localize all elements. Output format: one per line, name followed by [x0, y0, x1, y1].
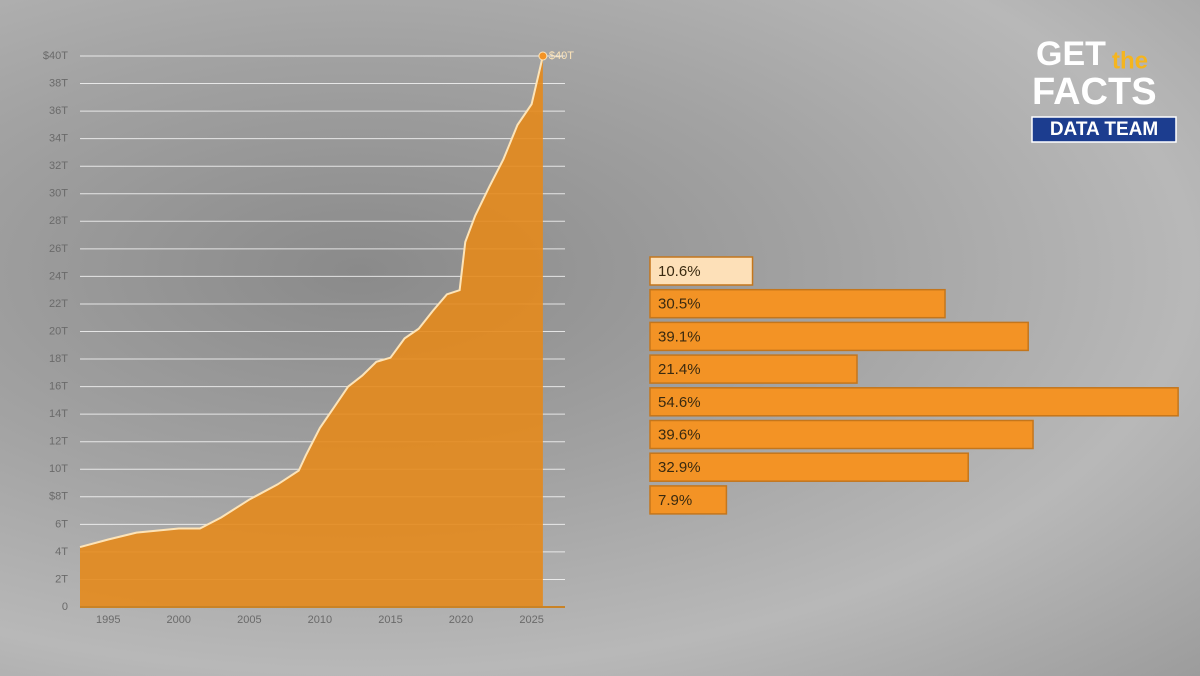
y-tick-label: 20T — [49, 325, 68, 337]
y-tick-label: 36T — [49, 105, 68, 117]
y-tick-label: $40T — [43, 50, 68, 62]
y-tick-label: 26T — [49, 243, 68, 255]
area — [80, 56, 543, 607]
logo-get: GET — [1036, 35, 1106, 73]
y-tick-label: 0 — [62, 601, 68, 613]
bar — [649, 419, 1034, 450]
logo: GET the FACTS DATA TEAM — [1031, 35, 1177, 143]
bar-label: 54.6% — [658, 394, 701, 411]
y-tick-label: 22T — [49, 298, 68, 310]
bar-label: 32.9% — [658, 459, 701, 476]
logo-the: the — [1112, 47, 1148, 74]
bar-label: 10.6% — [658, 263, 701, 280]
y-tick-label: 34T — [49, 133, 68, 145]
logo-badge-text: DATA TEAM — [1050, 119, 1158, 140]
bar — [649, 256, 754, 286]
end-dot — [538, 51, 548, 61]
bar-label: 21.4% — [658, 361, 701, 378]
logo-badge — [1031, 116, 1177, 143]
y-tick-label: 12T — [49, 436, 68, 448]
x-tick-label: 2015 — [378, 614, 402, 626]
x-tick-label: 2010 — [308, 614, 332, 626]
y-tick-label: 14T — [49, 408, 68, 420]
logo-facts: FACTS — [1032, 71, 1157, 113]
end-label: $40T — [549, 50, 574, 62]
x-tick-label: 2025 — [519, 614, 543, 626]
bar-label: 39.6% — [658, 426, 701, 443]
bar-label: 39.1% — [658, 328, 701, 345]
y-tick-label: 18T — [49, 353, 68, 365]
bar — [649, 387, 1179, 417]
y-tick-label: 2T — [55, 573, 68, 585]
x-tick-label: 2000 — [167, 614, 191, 626]
y-tick-label: $8T — [49, 491, 68, 503]
y-tick-label: 6T — [55, 518, 68, 530]
y-tick-label: 24T — [49, 270, 68, 282]
x-tick-label: 2005 — [237, 614, 261, 626]
y-tick-label: 38T — [49, 77, 68, 89]
x-tick-label: 2020 — [449, 614, 473, 626]
y-tick-label: 4T — [55, 546, 68, 558]
bar — [649, 452, 969, 482]
y-tick-label: 30T — [49, 188, 68, 200]
area-line — [79, 55, 544, 549]
bar — [649, 288, 946, 319]
bar-label: 7.9% — [658, 492, 692, 509]
bar — [649, 321, 1029, 352]
y-tick-label: 16T — [49, 381, 68, 393]
y-tick-label: 10T — [49, 463, 68, 475]
bar — [649, 354, 858, 384]
x-tick-label: 1995 — [96, 614, 120, 626]
bar-label: 30.5% — [658, 296, 701, 313]
y-tick-label: 32T — [49, 160, 68, 172]
bar — [649, 485, 728, 515]
y-tick-label: 28T — [49, 215, 68, 227]
